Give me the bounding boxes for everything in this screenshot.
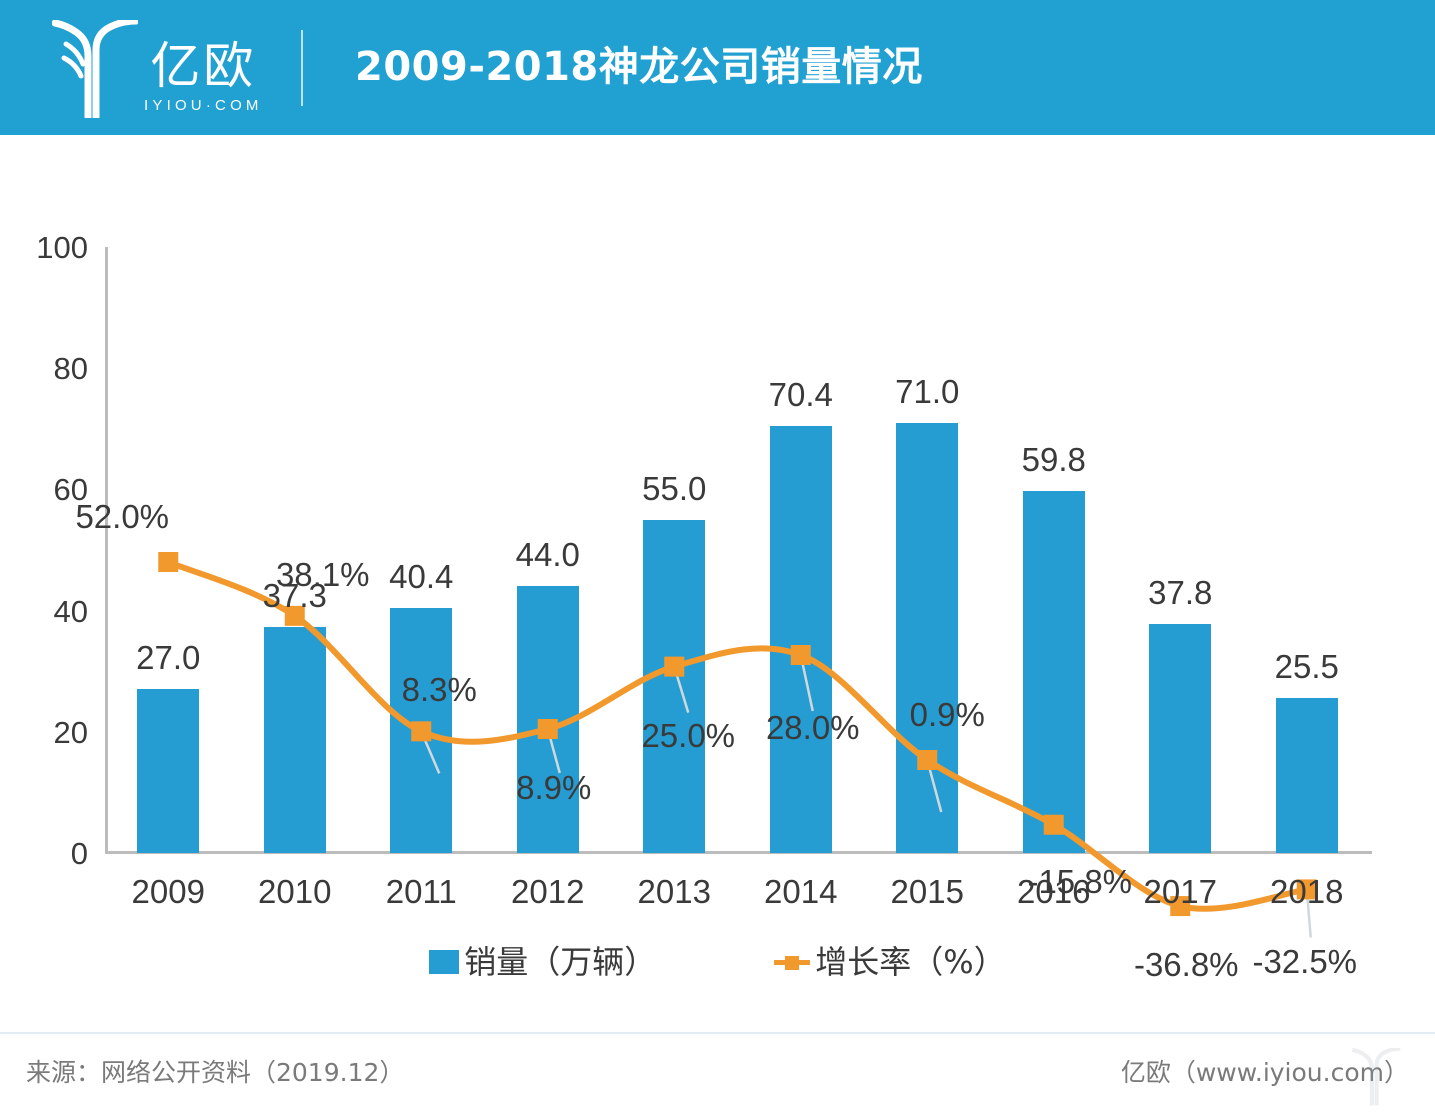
growth-value-label-2017: -36.8% bbox=[1133, 946, 1239, 984]
legend-label-sales: 销量（万辆） bbox=[464, 943, 657, 981]
bar-2013[interactable] bbox=[643, 519, 706, 853]
brand-logo: 亿欧 IYIOU·COM bbox=[51, 17, 263, 121]
line-marker-2009[interactable] bbox=[158, 552, 179, 572]
bar-value-label-2018: 25.5 bbox=[1274, 648, 1339, 686]
source-note: 来源：网络公开资料（2019.12） bbox=[26, 1058, 405, 1087]
bar-value-label-2015: 71.0 bbox=[895, 372, 960, 410]
x-axis-tick-2010: 2010 bbox=[258, 873, 332, 910]
brand-name-cn: 亿欧 bbox=[150, 37, 257, 95]
growth-value-label-2014: 28.0% bbox=[765, 708, 860, 746]
brand-name-en: IYIOU·COM bbox=[144, 97, 263, 114]
line-marker-2016[interactable] bbox=[1043, 814, 1064, 835]
chart-legend: 销量（万辆） 增长率（%） bbox=[0, 945, 1435, 979]
line-marker-2013[interactable] bbox=[664, 656, 685, 677]
x-axis-tick-2017: 2017 bbox=[1143, 873, 1217, 910]
x-axis-tick-2015: 2015 bbox=[890, 873, 964, 910]
y-axis-tick: 20 bbox=[53, 714, 88, 750]
x-axis-tick-2014: 2014 bbox=[764, 873, 838, 910]
bar-2017[interactable] bbox=[1149, 623, 1212, 853]
growth-value-label-2012: 8.9% bbox=[516, 769, 592, 806]
page-title: 2009-2018神龙公司销量情况 bbox=[355, 44, 923, 90]
y-axis-tick: 80 bbox=[53, 351, 88, 387]
growth-value-label-2016: -15.8% bbox=[1027, 862, 1133, 900]
data-labels: 27.0 37.3 40.4 44.0 55.0 70.4 71.0 59.8 37.8 25.5… bbox=[75, 247, 1370, 981]
line-marker-2014[interactable] bbox=[790, 644, 811, 665]
x-axis-tick-2016: 2016 bbox=[1017, 873, 1091, 910]
x-axis-line bbox=[105, 851, 1372, 854]
line-marker-2011[interactable] bbox=[411, 721, 432, 742]
footer-divider bbox=[0, 1032, 1435, 1034]
bar-2014[interactable] bbox=[769, 426, 832, 853]
growth-line-path bbox=[165, 559, 1310, 912]
growth-value-label-2018: -32.5% bbox=[1252, 943, 1358, 981]
y-axis-tick: 60 bbox=[53, 472, 88, 508]
bar-2010[interactable] bbox=[263, 626, 326, 853]
bar-2015[interactable] bbox=[896, 422, 959, 853]
growth-value-label-2011: 8.3% bbox=[401, 671, 477, 709]
bar-value-label-2010: 37.3 bbox=[262, 576, 327, 614]
header-divider bbox=[301, 30, 303, 106]
line-marker-2017[interactable] bbox=[1170, 896, 1191, 917]
growth-value-label-2010: 38.1% bbox=[275, 555, 370, 593]
bar-2016[interactable] bbox=[1022, 490, 1085, 853]
x-axis-tick-2018: 2018 bbox=[1270, 873, 1344, 910]
page-header: 亿欧 IYIOU·COM 2009-2018神龙公司销量情况 bbox=[0, 0, 1435, 135]
x-axis-tick-2011: 2011 bbox=[385, 873, 457, 910]
bar-2018[interactable] bbox=[1275, 698, 1338, 853]
line-marker-2010[interactable] bbox=[284, 605, 305, 626]
legend-item-growth[interactable]: 增长率（%） bbox=[774, 943, 1006, 981]
y-axis-line bbox=[105, 247, 108, 853]
x-axis-tick-2012: 2012 bbox=[511, 873, 585, 910]
bar-swatch-icon bbox=[429, 950, 460, 974]
bar-value-label-2014: 70.4 bbox=[768, 376, 833, 414]
line-marker-2015[interactable] bbox=[917, 750, 938, 770]
bar-value-label-2009: 27.0 bbox=[136, 639, 201, 677]
legend-label-growth: 增长率（%） bbox=[815, 943, 1006, 981]
y-axis-tick: 40 bbox=[53, 593, 88, 629]
y-axis-tick: 0 bbox=[70, 836, 88, 871]
growth-value-label-2013: 25.0% bbox=[641, 716, 736, 754]
iyiou-sprout-logo-icon bbox=[51, 17, 140, 121]
x-axis-tick-2013: 2013 bbox=[637, 873, 711, 910]
bar-value-label-2017: 37.8 bbox=[1148, 573, 1213, 611]
bar-value-label-2011: 40.4 bbox=[389, 558, 454, 596]
line-swatch-icon bbox=[774, 950, 811, 974]
bar-value-label-2013: 55.0 bbox=[642, 469, 707, 507]
chart-canvas: 0 20 40 60 80 100 27.0 37.3 40.4 44.0 55.0 70.4 71.… bbox=[0, 135, 1435, 1030]
growth-value-label-2009: 52.0% bbox=[75, 498, 170, 535]
bar-value-label-2016: 59.8 bbox=[1021, 440, 1086, 478]
bar-2009[interactable] bbox=[137, 689, 200, 853]
y-axis-tick: 100 bbox=[36, 230, 88, 265]
attribution-note: 亿欧（www.iyiou.com） bbox=[1120, 1058, 1409, 1087]
growth-line-series bbox=[105, 247, 1370, 938]
growth-value-label-2015: 0.9% bbox=[909, 696, 985, 733]
line-marker-2018[interactable] bbox=[1296, 879, 1317, 900]
legend-item-sales[interactable]: 销量（万辆） bbox=[429, 945, 656, 979]
brand-wordmark: 亿欧 IYIOU·COM bbox=[144, 40, 263, 118]
bar-value-label-2012: 44.0 bbox=[515, 536, 580, 574]
x-axis-tick-2009: 2009 bbox=[131, 873, 205, 910]
line-marker-2012[interactable] bbox=[537, 719, 558, 740]
growth-line-svg bbox=[158, 552, 1317, 938]
